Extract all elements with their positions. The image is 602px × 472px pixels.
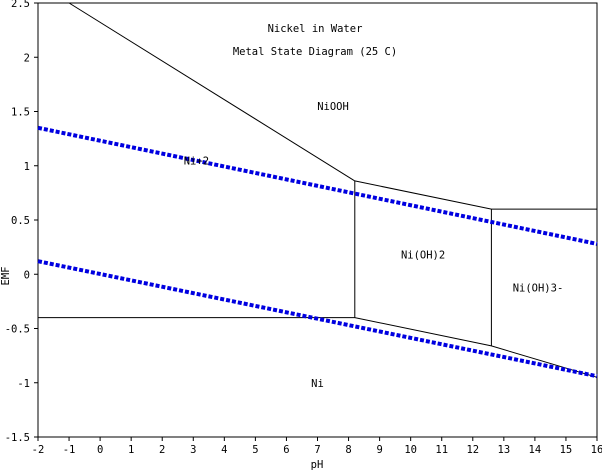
x-tick-label: 13 [498, 444, 511, 456]
y-tick-label: 0 [24, 269, 30, 281]
y-tick-label: 0.5 [11, 215, 30, 227]
x-tick-label: 11 [435, 444, 448, 456]
x-tick-label: 12 [466, 444, 479, 456]
phase-boundary-line [354, 180, 597, 210]
x-tick-label: 9 [376, 444, 382, 456]
x-tick-label: 0 [97, 444, 103, 456]
x-tick-label: -2 [32, 444, 45, 456]
x-tick-label: 14 [529, 444, 542, 456]
phase-boundaries [38, 2, 598, 378]
x-tick-label: -1 [63, 444, 76, 456]
x-tick-label: 4 [221, 444, 227, 456]
plot-frame [37, 2, 598, 438]
x-tick-label: 7 [314, 444, 320, 456]
y-axis-label: EMF [0, 267, 12, 286]
y-tick-label: -1.5 [5, 432, 30, 444]
chart-title: Nickel in Water [268, 23, 363, 35]
x-tick-label: 3 [190, 444, 196, 456]
region-label: Ni(OH)3- [513, 282, 564, 294]
region-labels: NiOOH Ni+2 Ni(OH)2 Ni(OH)3- Ni [184, 101, 564, 390]
x-tick-label: 8 [345, 444, 351, 456]
water-stability-line [37, 125, 598, 246]
x-tick-label: 5 [252, 444, 258, 456]
x-tick-label: 16 [591, 444, 602, 456]
y-tick-label: 2 [24, 52, 30, 64]
region-label: Ni+2 [184, 155, 209, 167]
y-tick-label: 1.5 [11, 107, 30, 119]
x-tick-label: 1 [128, 444, 134, 456]
chart-subtitle: Metal State Diagram (25 C) [233, 46, 397, 58]
y-tick-label: -1 [17, 378, 30, 390]
region-label: Ni(OH)2 [401, 250, 445, 262]
plot-border [37, 2, 598, 438]
phase-boundary-line [68, 2, 356, 182]
phase-boundary-line [38, 317, 598, 378]
x-axis-ticks: -2 -1 0 1 2 3 4 5 6 7 8 9 10 11 12 13 14 15 16 [32, 437, 602, 456]
y-tick-label: 1 [24, 161, 30, 173]
x-tick-label: 10 [404, 444, 417, 456]
x-axis-label: pH [311, 459, 324, 471]
water-stability-lines [37, 125, 598, 379]
region-label: Ni [311, 378, 324, 390]
y-tick-label: 2.5 [11, 0, 30, 10]
x-tick-label: 6 [283, 444, 289, 456]
water-stability-line [37, 259, 598, 379]
x-tick-label: 2 [159, 444, 165, 456]
y-tick-label: -0.5 [5, 324, 30, 336]
region-label: NiOOH [317, 101, 349, 113]
y-axis-ticks: -1.5 -1 -0.5 0 0.5 1 1.5 2 2.5 [5, 0, 38, 444]
x-tick-label: 15 [560, 444, 573, 456]
